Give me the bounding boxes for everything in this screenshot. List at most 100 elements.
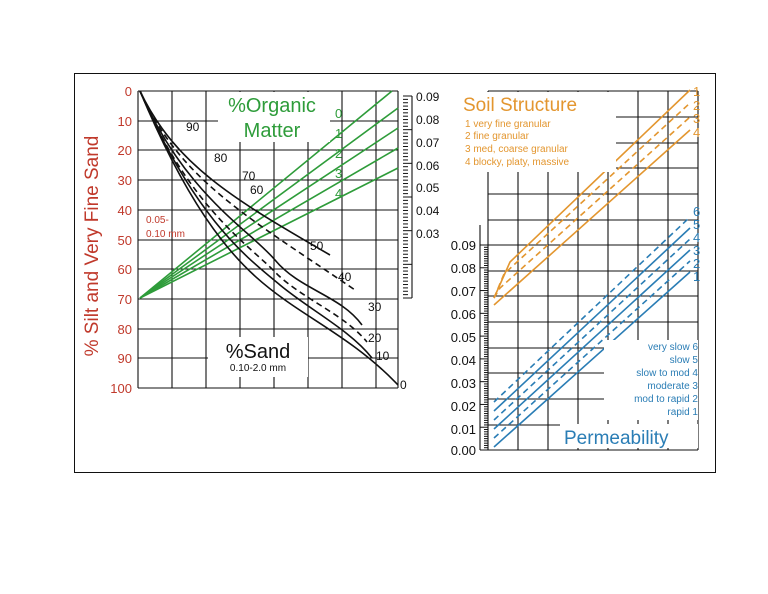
silt-tick: 20 xyxy=(118,143,132,158)
k2-tick: 0.01 xyxy=(451,422,476,437)
sand-label: 10 xyxy=(376,349,390,363)
perm-title-bg xyxy=(560,424,698,448)
perm-line-label: 1 xyxy=(693,269,700,284)
organic-title-bg xyxy=(218,92,330,142)
perm-item: mod to rapid 2 xyxy=(634,394,698,405)
organic-title: %Organic xyxy=(228,95,316,117)
structure-legend: 1 very fine granular 2 fine granular 3 m… xyxy=(465,119,570,168)
sand-curve-70 xyxy=(139,90,363,326)
sand-title: %Sand xyxy=(226,341,291,363)
structure-line-label: 2 xyxy=(693,98,700,113)
silt-range-note: 0.10 mm xyxy=(146,229,185,240)
k-tick: 0.05 xyxy=(416,181,440,195)
k2-tick: 0.06 xyxy=(451,307,476,322)
k-tick: 0.07 xyxy=(416,136,440,150)
perm-legend: very slow 6 slow 5 slow to mod 4 moderat… xyxy=(634,342,698,418)
perm-line-label: 6 xyxy=(693,204,700,219)
perm-line-label: 2 xyxy=(693,256,700,271)
structure-item: 1 very fine granular xyxy=(465,119,551,130)
sand-curve-40 xyxy=(139,90,399,386)
structure-line-3 xyxy=(493,116,691,299)
structure-line-label: 3 xyxy=(693,111,700,126)
k-tick: 0.03 xyxy=(416,227,440,241)
organic-line-2 xyxy=(139,127,399,299)
silt-tick: 100 xyxy=(110,381,132,396)
sand-label: 50 xyxy=(310,239,324,253)
organic-line-labels: 0 1 2 3 4 xyxy=(335,106,342,201)
perm-line-4 xyxy=(493,238,691,421)
silt-tick: 30 xyxy=(118,173,132,188)
silt-tick: 80 xyxy=(118,322,132,337)
perm-item: slow 5 xyxy=(670,355,699,366)
k-tick: 0.04 xyxy=(416,204,440,218)
silt-tick: 40 xyxy=(118,203,132,218)
organic-line-label: 2 xyxy=(335,146,342,161)
silt-range-note: 0.05- xyxy=(146,215,169,226)
silt-tick: 60 xyxy=(118,262,132,277)
sand-label: 40 xyxy=(338,270,352,284)
organic-line-0 xyxy=(139,90,393,299)
sand-label: 60 xyxy=(250,183,264,197)
permeability-lines xyxy=(493,216,691,448)
organic-line-4 xyxy=(139,167,399,299)
sand-curve-50 xyxy=(139,90,373,359)
k2-tick: 0.05 xyxy=(451,330,476,345)
sand-curve-80 xyxy=(139,90,356,291)
perm-line-2 xyxy=(493,260,691,439)
silt-tick: 0 xyxy=(125,84,132,99)
silt-tick: 70 xyxy=(118,292,132,307)
structure-line-label: 1 xyxy=(693,84,700,99)
k2-tick: 0.00 xyxy=(451,443,476,458)
silt-tick: 90 xyxy=(118,351,132,366)
perm-line-3 xyxy=(493,249,691,430)
perm-item: very slow 6 xyxy=(648,342,698,353)
figure-frame xyxy=(74,73,716,473)
structure-line-2 xyxy=(493,102,691,299)
organic-line-label: 4 xyxy=(335,186,342,201)
k2-tick: 0.03 xyxy=(451,376,476,391)
silt-axis-title: % Silt and Very Fine Sand xyxy=(82,136,103,357)
structure-item: 4 blocky, platy, massive xyxy=(465,157,570,168)
organic-line-label: 3 xyxy=(335,166,342,181)
k2-tick: 0.08 xyxy=(451,261,476,276)
perm-line-6 xyxy=(493,216,691,403)
sand-title-bg xyxy=(208,337,308,377)
sand-label: 70 xyxy=(242,169,256,183)
sand-curve-60 xyxy=(139,90,368,343)
sand-label: 80 xyxy=(214,151,228,165)
sand-label: 0 xyxy=(400,378,407,392)
silt-axis: 0 10 20 30 40 50 60 70 80 90 100 xyxy=(110,84,132,396)
structure-item: 3 med, coarse granular xyxy=(465,144,569,155)
k-tick: 0.08 xyxy=(416,113,440,127)
k-scale-2: 0.09 0.08 0.07 0.06 0.05 0.04 0.03 0.02 … xyxy=(451,225,488,458)
organic-line-1 xyxy=(139,107,399,299)
permeability-title: Permeability xyxy=(564,428,669,449)
perm-line-label: 3 xyxy=(693,243,700,258)
silt-tick: 50 xyxy=(118,233,132,248)
perm-line-1 xyxy=(493,271,691,448)
sand-label: 30 xyxy=(368,300,382,314)
sand-curves xyxy=(139,90,399,386)
perm-item: slow to mod 4 xyxy=(636,368,698,379)
k2-tick: 0.04 xyxy=(451,353,476,368)
sand-curve-labels: 90 80 70 60 50 40 30 20 10 0 xyxy=(186,120,407,392)
structure-legend-bg xyxy=(458,92,616,172)
k-tick: 0.06 xyxy=(416,159,440,173)
organic-matter-lines xyxy=(139,90,399,299)
k2-tick: 0.02 xyxy=(451,399,476,414)
organic-line-label: 0 xyxy=(335,106,342,121)
perm-line-label: 5 xyxy=(693,217,700,232)
perm-legend-bg xyxy=(604,340,698,420)
silt-tick: 10 xyxy=(118,114,132,129)
k-scale-1: 0.09 0.08 0.07 0.06 0.05 0.04 0.03 xyxy=(403,90,440,299)
structure-item: 2 fine granular xyxy=(465,131,530,142)
structure-line-labels: 1 2 3 4 xyxy=(693,84,700,140)
perm-item: rapid 1 xyxy=(667,407,698,418)
k2-tick: 0.07 xyxy=(451,284,476,299)
structure-line-label: 4 xyxy=(693,125,700,140)
k2-tick: 0.09 xyxy=(451,238,476,253)
soil-structure-title: Soil Structure xyxy=(463,95,577,116)
perm-item: moderate 3 xyxy=(647,381,698,392)
sand-range: 0.10-2.0 mm xyxy=(230,363,286,374)
